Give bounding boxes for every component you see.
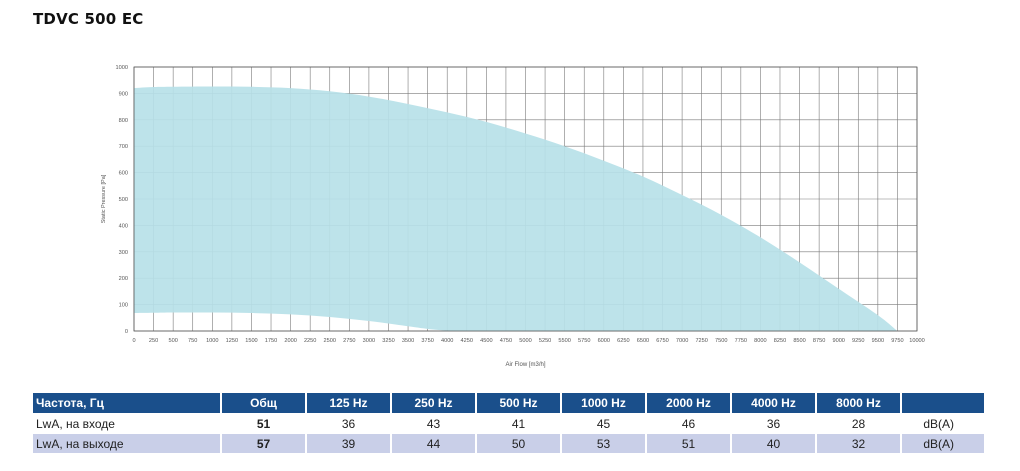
x-tick-label: 5750 (578, 338, 590, 344)
header-4000hz: 4000 Hz (732, 393, 817, 413)
x-tick-label: 0 (132, 338, 135, 344)
cell-value: 43 (392, 413, 477, 433)
cell-total: 57 (222, 433, 307, 453)
x-tick-label: 7750 (735, 338, 747, 344)
x-tick-label: 750 (188, 338, 197, 344)
cell-value: 51 (647, 433, 732, 453)
performance-chart: 0 250 500 750 1000 1250 1500 1750 2000 2250 2500 27… (101, 65, 925, 368)
cell-value: 32 (817, 433, 902, 453)
y-tick-label: 300 (119, 250, 128, 256)
x-tick-label: 8000 (754, 338, 766, 344)
x-tick-label: 2250 (304, 338, 316, 344)
x-tick-label: 3750 (421, 338, 433, 344)
x-tick-label: 8500 (793, 338, 805, 344)
header-8000hz: 8000 Hz (817, 393, 902, 413)
x-tick-label: 6750 (656, 338, 668, 344)
header-500hz: 500 Hz (477, 393, 562, 413)
x-tick-label: 6500 (637, 338, 649, 344)
y-tick-label: 800 (119, 118, 128, 124)
table-row: LwA, на входе 51 36 43 41 45 46 36 28 dB… (33, 413, 986, 433)
cell-value: 36 (732, 413, 817, 433)
x-tick-label: 3000 (363, 338, 375, 344)
header-250hz: 250 Hz (392, 393, 477, 413)
header-total: Общ (222, 393, 307, 413)
y-tick-label: 1000 (116, 65, 128, 71)
cell-unit: dB(A) (902, 433, 986, 453)
x-tick-label: 10000 (909, 338, 925, 344)
x-tick-label: 6000 (598, 338, 610, 344)
cell-value: 40 (732, 433, 817, 453)
x-tick-label: 4750 (500, 338, 512, 344)
cell-value: 41 (477, 413, 562, 433)
x-tick-label: 1250 (226, 338, 238, 344)
x-tick-label: 7500 (715, 338, 727, 344)
y-axis-title: Static Pressure [Pa] (101, 174, 107, 223)
x-tick-label: 2500 (324, 338, 336, 344)
y-tick-label: 200 (119, 276, 128, 282)
x-tick-label: 5500 (558, 338, 570, 344)
y-tick-label: 400 (119, 223, 128, 229)
page-title: TDVC 500 EC (33, 10, 144, 28)
cell-total: 51 (222, 413, 307, 433)
x-tick-label: 2000 (284, 338, 296, 344)
chart-frame (133, 66, 918, 332)
cell-value: 53 (562, 433, 647, 453)
row-label: LwA, на входе (33, 413, 222, 433)
x-tick-label: 1000 (206, 338, 218, 344)
y-tick-label: 700 (119, 144, 128, 150)
x-tick-label: 500 (168, 338, 177, 344)
cell-unit: dB(A) (902, 413, 986, 433)
x-tick-label: 4250 (461, 338, 473, 344)
cell-value: 45 (562, 413, 647, 433)
x-axis-title: Air Flow [m3/h] (505, 362, 545, 368)
x-tick-label: 2750 (343, 338, 355, 344)
x-tick-label: 8250 (774, 338, 786, 344)
y-tick-label: 100 (119, 303, 128, 309)
y-axis-ticks: 0 100 200 300 400 500 600 700 800 900 1000 (116, 65, 128, 335)
x-tick-label: 9500 (872, 338, 884, 344)
x-tick-label: 5000 (519, 338, 531, 344)
x-tick-label: 5250 (539, 338, 551, 344)
x-tick-label: 6250 (617, 338, 629, 344)
x-tick-label: 9250 (852, 338, 864, 344)
x-tick-label: 7250 (695, 338, 707, 344)
x-tick-label: 4500 (480, 338, 492, 344)
row-label: LwA, на выходе (33, 433, 222, 453)
header-2000hz: 2000 Hz (647, 393, 732, 413)
y-tick-label: 600 (119, 171, 128, 177)
x-axis-ticks: 0 250 500 750 1000 1250 1500 1750 2000 2250 2500 27… (132, 338, 924, 344)
x-tick-label: 3500 (402, 338, 414, 344)
cell-value: 44 (392, 433, 477, 453)
x-tick-label: 9750 (891, 338, 903, 344)
noise-table: Частота, Гц Общ 125 Hz 250 Hz 500 Hz 100… (33, 393, 986, 453)
x-tick-label: 250 (149, 338, 158, 344)
plot-frame (133, 66, 918, 332)
table-row: LwA, на выходе 57 39 44 50 53 51 40 32 d… (33, 433, 986, 453)
header-frequency: Частота, Гц (33, 393, 222, 413)
x-tick-label: 1500 (245, 338, 257, 344)
x-tick-label: 3250 (382, 338, 394, 344)
y-tick-label: 0 (125, 329, 128, 335)
cell-value: 36 (307, 413, 392, 433)
cell-value: 28 (817, 413, 902, 433)
y-tick-label: 500 (119, 197, 128, 203)
cell-value: 46 (647, 413, 732, 433)
x-tick-label: 1750 (265, 338, 277, 344)
x-tick-label: 8750 (813, 338, 825, 344)
operating-area (134, 86, 898, 331)
x-tick-label: 9000 (832, 338, 844, 344)
x-tick-label: 4000 (441, 338, 453, 344)
x-tick-label: 7000 (676, 338, 688, 344)
header-unit (902, 393, 986, 413)
header-125hz: 125 Hz (307, 393, 392, 413)
cell-value: 50 (477, 433, 562, 453)
table-header-row: Частота, Гц Общ 125 Hz 250 Hz 500 Hz 100… (33, 393, 986, 413)
cell-value: 39 (307, 433, 392, 453)
y-tick-label: 900 (119, 91, 128, 97)
header-1000hz: 1000 Hz (562, 393, 647, 413)
